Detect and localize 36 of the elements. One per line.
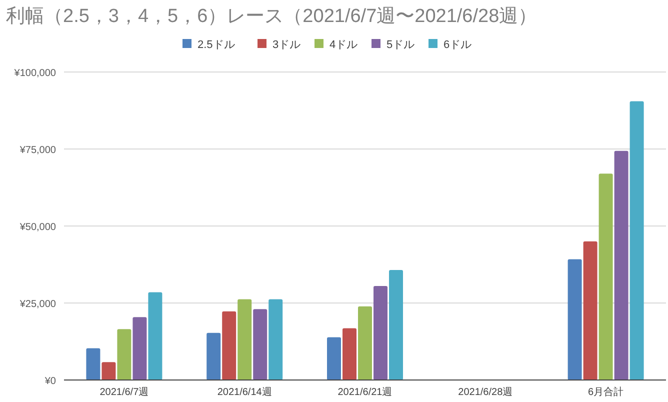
bar xyxy=(568,259,582,380)
bar xyxy=(630,101,644,380)
y-tick-label: ¥75,000 xyxy=(18,145,56,156)
y-tick-label: ¥0 xyxy=(44,376,56,387)
legend-label: 5ドル xyxy=(386,39,415,51)
x-tick-label: 2021/6/7週 xyxy=(100,387,149,398)
legend-label: 3ドル xyxy=(272,39,301,51)
bar xyxy=(327,337,341,380)
x-tick-label: 2021/6/28週 xyxy=(458,387,513,398)
legend-label: 4ドル xyxy=(330,39,358,51)
bar xyxy=(102,362,116,380)
bar xyxy=(614,150,628,380)
x-tick-label: 2021/6/14週 xyxy=(217,387,272,398)
y-tick-label: ¥25,000 xyxy=(18,299,56,310)
bar xyxy=(358,306,372,380)
bar xyxy=(374,286,388,380)
x-tick-label: 6月合計 xyxy=(588,386,624,398)
bar xyxy=(389,270,403,380)
bar xyxy=(268,299,283,380)
bar xyxy=(598,174,613,380)
bar xyxy=(86,348,100,380)
bar xyxy=(148,292,162,380)
y-tick-label: ¥50,000 xyxy=(18,222,56,233)
bar xyxy=(253,309,268,380)
bar xyxy=(342,328,356,380)
bar xyxy=(583,241,598,380)
bar xyxy=(222,311,236,380)
y-tick-label: ¥100,000 xyxy=(13,68,56,79)
chart-title: 利幅（2.5，3，4，5，6）レース（2021/6/7週〜2021/6/28週） xyxy=(6,6,538,27)
legend-label: 6ドル xyxy=(444,39,472,51)
bar xyxy=(132,317,147,380)
bar xyxy=(117,329,132,380)
legend-label: 2.5ドル xyxy=(198,39,235,51)
x-tick-label: 2021/6/21週 xyxy=(338,387,392,398)
bar xyxy=(206,332,221,380)
bar xyxy=(238,299,252,380)
